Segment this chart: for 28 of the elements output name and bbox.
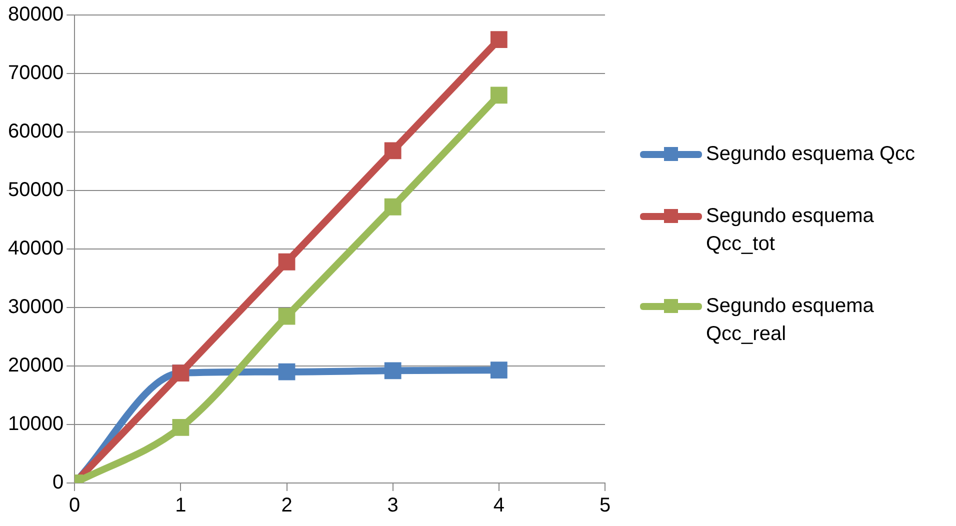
y-tick-label: 50000	[8, 179, 64, 202]
point	[278, 308, 296, 325]
y-tick-label: 80000	[8, 4, 64, 26]
legend-label: Segundo esquema Qcc	[706, 142, 916, 167]
y-tick-label: 0	[52, 472, 64, 494]
point	[278, 363, 296, 380]
point	[384, 362, 402, 380]
legend-label: Segundo esquema Qcc_tot	[706, 204, 875, 257]
x-tick-label: 5	[599, 494, 611, 517]
x-tick-label: 1	[175, 494, 186, 517]
x-tick-label: 4	[493, 494, 504, 517]
y-tick-label: 20000	[8, 354, 64, 377]
x-tick-label: 0	[69, 494, 80, 517]
y-tick-label: 60000	[8, 120, 64, 143]
point	[384, 142, 402, 160]
point	[490, 86, 508, 104]
x-tick-label: 2	[281, 494, 292, 517]
legend-label: Segundo esquema Qcc_real	[706, 294, 875, 347]
point	[490, 362, 508, 379]
y-tick-label: 30000	[8, 296, 64, 318]
y-tick-label: 10000	[8, 413, 64, 436]
y-tick-label: 70000	[8, 62, 64, 84]
point	[384, 198, 402, 216]
point	[278, 253, 296, 270]
y-tick-label: 40000	[8, 238, 64, 260]
point	[490, 31, 508, 48]
point	[172, 418, 190, 436]
x-tick-label: 3	[387, 494, 398, 517]
